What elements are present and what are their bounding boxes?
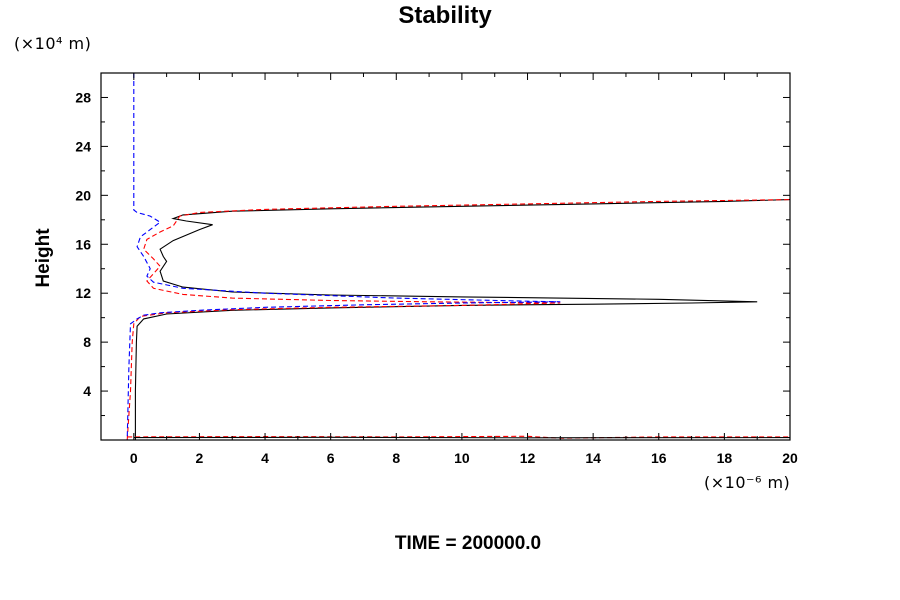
y-tick-label: 28	[75, 89, 91, 105]
x-axis-unit: (×10⁻⁶ m)	[704, 473, 790, 492]
series-line-1	[134, 199, 790, 440]
plot-area	[100, 72, 791, 441]
y-axis-unit: (×10⁴ m)	[14, 34, 91, 53]
y-tick-label: 4	[83, 383, 91, 399]
x-tick-label: 6	[327, 450, 335, 466]
x-tick-label: 8	[392, 450, 400, 466]
y-tick-label: 24	[75, 138, 91, 154]
x-tick-label: 20	[782, 450, 798, 466]
x-tick-label: 12	[520, 450, 536, 466]
x-tick-label: 10	[454, 450, 470, 466]
x-tick-label: 16	[651, 450, 667, 466]
axis-ticks	[100, 73, 791, 440]
series-line-2	[126, 199, 790, 440]
x-tick-label: 14	[585, 450, 601, 466]
y-tick-label: 8	[83, 334, 91, 350]
chart-title: Stability	[398, 2, 492, 29]
y-tick-label: 20	[75, 187, 91, 203]
plot-frame	[100, 72, 791, 441]
y-tick-label: 12	[75, 285, 91, 301]
x-tick-label: 2	[196, 450, 204, 466]
x-tick-label: 18	[717, 450, 733, 466]
y-axis-label: Height	[33, 228, 54, 288]
x-tick-label: 4	[261, 450, 269, 466]
time-footer: TIME = 200000.0	[395, 533, 541, 554]
x-tick-label: 0	[130, 450, 138, 466]
y-tick-label: 16	[75, 236, 91, 252]
series-line-3	[126, 73, 561, 440]
